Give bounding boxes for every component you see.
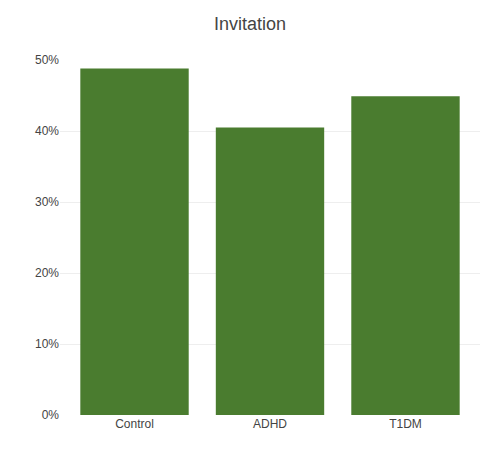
svg-text:30%: 30%	[35, 195, 59, 209]
svg-text:10%: 10%	[35, 337, 59, 351]
svg-text:40%: 40%	[35, 124, 59, 138]
svg-text:T1DM: T1DM	[389, 417, 422, 431]
svg-text:Invitation: Invitation	[214, 14, 286, 34]
svg-text:Control: Control	[115, 417, 154, 431]
svg-text:20%: 20%	[35, 266, 59, 280]
svg-text:0%: 0%	[42, 408, 60, 422]
svg-text:50%: 50%	[35, 53, 59, 67]
svg-text:ADHD: ADHD	[253, 417, 287, 431]
